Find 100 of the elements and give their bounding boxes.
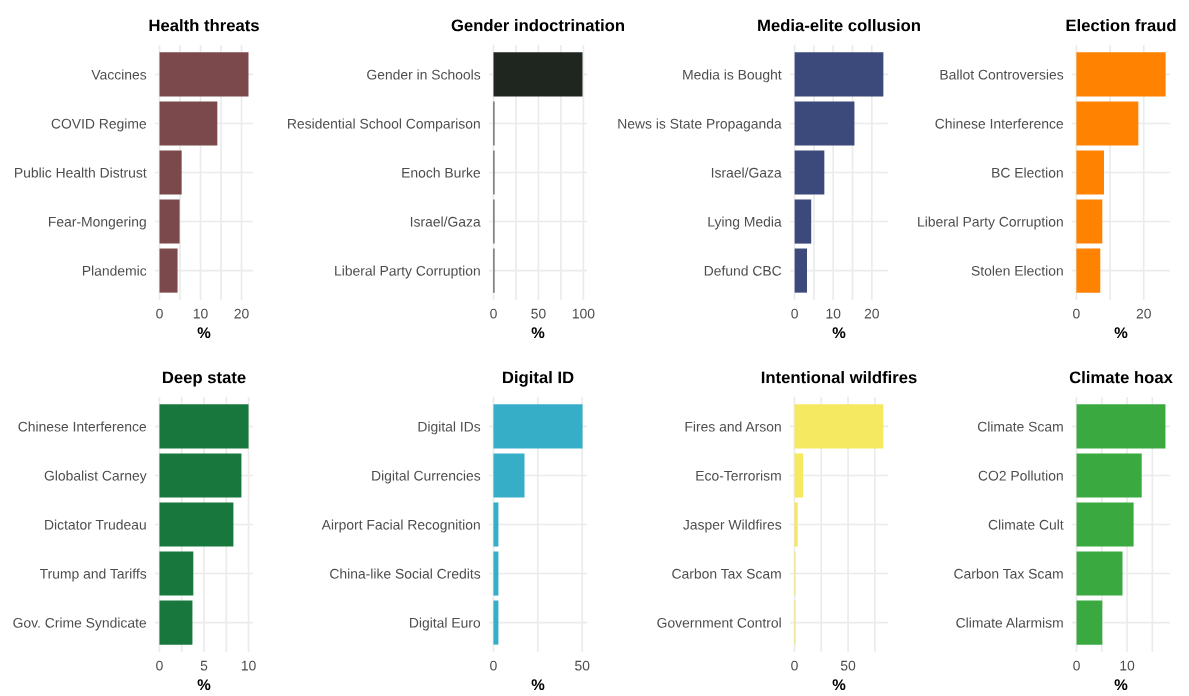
y-tick-label: Trump and Tariffs — [39, 568, 147, 582]
y-tick-label: Gov. Crime Syndicate — [13, 617, 147, 631]
y-tick-label: Plandemic — [82, 265, 147, 276]
x-axis-title: % — [531, 679, 545, 691]
y-tick-label: Dictator Trudeau — [45, 519, 146, 530]
chart-title: Gender indoctrination — [451, 19, 625, 32]
y-tick-label: Liberal Party Corruption — [335, 265, 480, 279]
x-tick-label: 0 — [490, 308, 497, 319]
y-tick-label: Fires and Arson — [685, 421, 781, 432]
x-tick-label: 50 — [575, 660, 590, 671]
x-tick-label: 0 — [1073, 308, 1080, 319]
y-tick-label: Government Control — [657, 617, 781, 628]
chart-title: Climate hoax — [1069, 371, 1173, 384]
y-tick-label: Residential School Comparison — [288, 118, 480, 132]
y-tick-label: Lying Media — [708, 216, 782, 230]
bar — [159, 199, 180, 244]
x-tick-label: 20 — [234, 308, 249, 319]
bar — [159, 150, 182, 195]
bar — [794, 453, 804, 498]
bar — [1076, 101, 1139, 146]
y-tick-label: Carbon Tax Scam — [954, 568, 1063, 579]
bar — [1076, 248, 1101, 293]
bar — [1076, 404, 1166, 449]
y-tick-label: Digital IDs — [418, 421, 481, 435]
bar — [159, 248, 178, 293]
x-tick-label: 20 — [1136, 308, 1151, 319]
bar — [794, 150, 825, 195]
y-tick-label: Public Health Distrust — [15, 167, 147, 178]
y-tick-label: Climate Scam — [977, 421, 1063, 432]
bar — [159, 600, 193, 645]
chart-title: Health threats — [149, 19, 259, 32]
bar — [794, 248, 807, 293]
y-tick-label: Digital Currencies — [372, 470, 481, 484]
x-tick-label: 0 — [791, 660, 798, 671]
x-tick-label: 0 — [490, 660, 497, 671]
x-tick-label: 100 — [572, 308, 595, 319]
y-tick-label: China-like Social Credits — [330, 568, 481, 579]
x-tick-label: 50 — [840, 660, 856, 671]
x-tick-label: 10 — [241, 660, 256, 671]
chart-title: Media-elite collusion — [758, 19, 920, 32]
x-tick-label: 10 — [193, 308, 208, 319]
x-tick-label: 0 — [791, 308, 798, 319]
bar — [159, 502, 234, 547]
y-tick-label: Globalist Carney — [44, 470, 147, 484]
x-axis-title: % — [197, 679, 211, 691]
y-tick-label: Fear-Mongering — [49, 216, 146, 230]
chart-title: Digital ID — [503, 371, 574, 387]
bar — [159, 551, 194, 596]
x-tick-label: 0 — [156, 308, 163, 319]
y-tick-label: Ballot Controversies — [940, 69, 1064, 80]
x-tick-label: 10 — [826, 308, 841, 319]
bar — [1076, 199, 1103, 244]
y-tick-label: Airport Facial Recognition — [321, 519, 480, 533]
bar — [794, 199, 812, 244]
x-axis-title: % — [1114, 679, 1128, 691]
chart-title: Intentional wildfires — [761, 371, 917, 384]
y-tick-label: Liberal Party Corruption — [918, 216, 1063, 230]
bar — [1076, 600, 1103, 645]
bar — [493, 502, 499, 547]
bar — [794, 52, 884, 97]
bar — [794, 404, 884, 449]
bar — [159, 404, 249, 449]
y-tick-label: Enoch Burke — [402, 167, 481, 178]
chart-title: Deep state — [162, 371, 246, 387]
y-tick-label: Stolen Election — [971, 265, 1063, 276]
y-tick-label: Carbon Tax Scam — [672, 568, 781, 579]
y-tick-label: Digital Euro — [410, 617, 481, 631]
x-tick-label: 20 — [864, 308, 879, 319]
y-tick-label: Israel/Gaza — [711, 167, 782, 178]
y-tick-label: Defund CBC — [704, 265, 782, 276]
bar — [493, 453, 525, 498]
x-tick-label: 10 — [1120, 660, 1135, 671]
y-tick-label: CO2 Pollution — [978, 470, 1063, 481]
bar — [1076, 453, 1142, 498]
y-tick-label: Media is Bought — [683, 69, 782, 83]
bar — [159, 453, 242, 498]
bar — [1076, 150, 1104, 195]
y-tick-label: Chinese Interference — [18, 421, 147, 432]
x-axis-title: % — [1114, 327, 1128, 339]
y-tick-label: Chinese Interference — [935, 118, 1064, 129]
x-axis-title: % — [832, 327, 846, 339]
y-tick-label: Jasper Wildfires — [683, 519, 782, 533]
chart-title: Election fraud — [1066, 19, 1176, 32]
y-tick-label: Climate Cult — [988, 519, 1064, 530]
x-axis-title: % — [832, 679, 846, 691]
y-tick-label: Climate Alarmism — [956, 617, 1063, 628]
y-tick-label: Gender in Schools — [367, 69, 481, 80]
x-tick-label: 0 — [1073, 660, 1080, 671]
bar — [159, 52, 249, 97]
y-tick-label: Eco-Terrorism — [696, 470, 781, 481]
bar — [493, 551, 499, 596]
y-tick-label: BC Election — [992, 167, 1063, 178]
x-tick-label: 5 — [200, 660, 208, 671]
bar — [493, 404, 583, 449]
x-axis-title: % — [531, 327, 545, 339]
bar — [1076, 52, 1166, 97]
y-tick-label: COVID Regime — [51, 118, 147, 132]
y-tick-label: Israel/Gaza — [410, 216, 481, 227]
bar — [493, 600, 499, 645]
bar — [1076, 551, 1123, 596]
